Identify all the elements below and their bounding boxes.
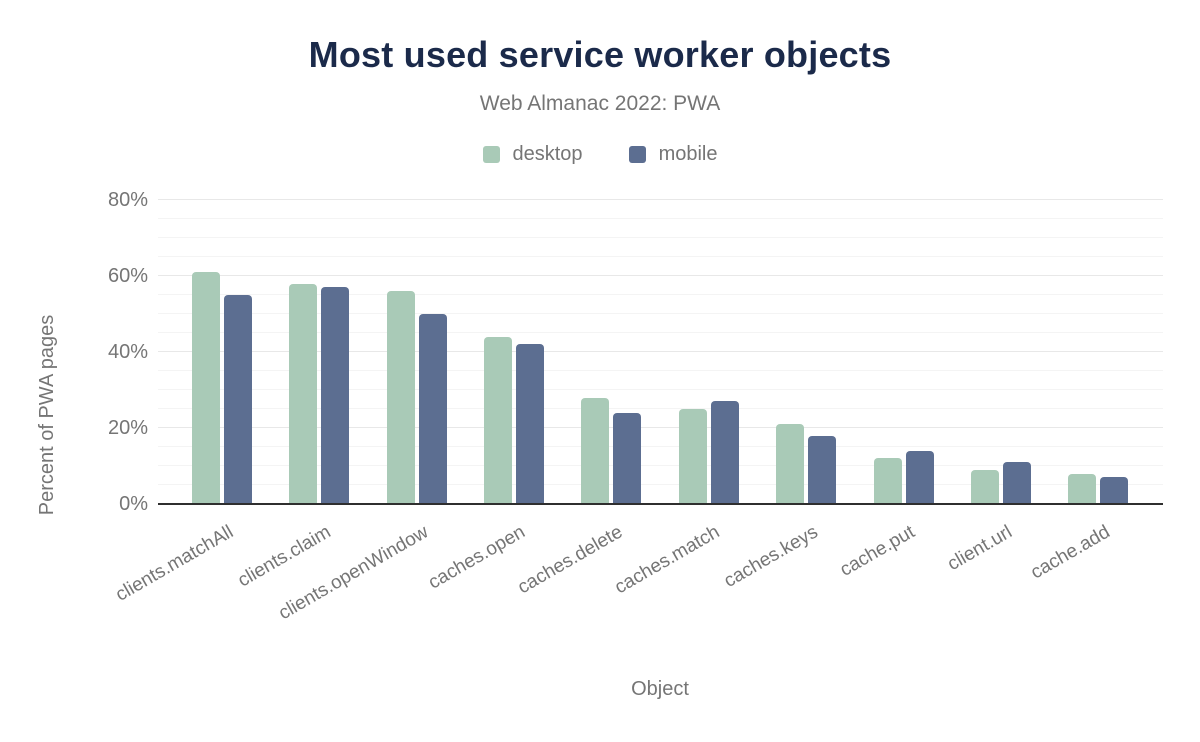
gridline-minor bbox=[158, 237, 1163, 238]
y-tick-label: 80% bbox=[107, 189, 148, 211]
y-tick-label: 0% bbox=[119, 493, 148, 515]
chart-legend: desktop mobile bbox=[0, 143, 1200, 166]
gridline-major bbox=[158, 199, 1163, 200]
bar-mobile-clients.claim[interactable] bbox=[321, 287, 350, 504]
x-tick-label-client.url: client.url bbox=[944, 521, 1016, 576]
gridline-minor bbox=[158, 408, 1163, 409]
gridline-minor bbox=[158, 294, 1163, 295]
bar-mobile-caches.open[interactable] bbox=[515, 344, 544, 504]
gridline-minor bbox=[158, 370, 1163, 371]
bar-mobile-caches.delete[interactable] bbox=[613, 412, 642, 504]
bar-desktop-caches.match[interactable] bbox=[678, 409, 707, 504]
bar-group-clients.claim bbox=[289, 283, 350, 504]
legend-label-mobile: mobile bbox=[658, 143, 718, 165]
bar-desktop-caches.delete[interactable] bbox=[581, 397, 610, 504]
bar-desktop-clients.openWindow[interactable] bbox=[386, 291, 415, 504]
gridline-minor bbox=[158, 218, 1163, 219]
bar-desktop-cache.put[interactable] bbox=[873, 458, 902, 504]
gridline-minor bbox=[158, 256, 1163, 257]
gridline-minor bbox=[158, 332, 1163, 333]
bar-group-caches.keys bbox=[776, 424, 837, 504]
legend-item-desktop: desktop bbox=[482, 143, 583, 166]
chart-subtitle: Web Almanac 2022: PWA bbox=[479, 92, 721, 115]
chart-title: Most used service worker objects bbox=[308, 34, 892, 75]
plot-area bbox=[158, 199, 1163, 505]
bar-desktop-cache.add[interactable] bbox=[1068, 473, 1097, 504]
bar-mobile-clients.openWindow[interactable] bbox=[418, 314, 447, 504]
x-tick-label-caches.match: caches.match bbox=[611, 521, 724, 599]
bar-mobile-client.url[interactable] bbox=[1002, 462, 1031, 504]
bar-group-cache.put bbox=[873, 450, 934, 504]
gridline-minor bbox=[158, 389, 1163, 390]
x-tick-label-clients.matchAll: clients.matchAll bbox=[111, 521, 237, 606]
legend-label-desktop: desktop bbox=[512, 143, 583, 165]
x-tick-label-caches.keys: caches.keys bbox=[720, 521, 822, 592]
bar-group-client.url bbox=[970, 462, 1031, 504]
bar-desktop-caches.open[interactable] bbox=[483, 336, 512, 504]
x-axis-title: Object bbox=[631, 678, 689, 700]
gridline-major bbox=[158, 351, 1163, 352]
x-tick-label-caches.open: caches.open bbox=[425, 521, 529, 594]
gridline-minor bbox=[158, 313, 1163, 314]
bar-mobile-cache.add[interactable] bbox=[1100, 477, 1129, 504]
x-tick-label-cache.put: cache.put bbox=[836, 521, 919, 581]
gridline-minor bbox=[158, 465, 1163, 466]
bar-desktop-client.url[interactable] bbox=[970, 469, 999, 504]
bar-group-caches.open bbox=[483, 336, 544, 504]
bar-desktop-clients.claim[interactable] bbox=[289, 283, 318, 504]
bar-mobile-caches.match[interactable] bbox=[710, 401, 739, 504]
gridline-major bbox=[158, 427, 1163, 428]
bar-mobile-cache.put[interactable] bbox=[905, 450, 934, 504]
bar-group-caches.delete bbox=[581, 397, 642, 504]
bar-mobile-caches.keys[interactable] bbox=[808, 435, 837, 504]
y-tick-label: 20% bbox=[107, 417, 148, 439]
bar-group-clients.matchAll bbox=[191, 272, 252, 504]
bar-group-caches.match bbox=[678, 401, 739, 504]
gridline-major bbox=[158, 275, 1163, 276]
y-axis-title: Percent of PWA pages bbox=[36, 314, 58, 516]
bar-group-cache.add bbox=[1068, 473, 1129, 504]
bar-group-clients.openWindow bbox=[386, 291, 447, 504]
x-tick-label-cache.add: cache.add bbox=[1026, 521, 1114, 584]
y-tick-label: 40% bbox=[107, 341, 148, 363]
y-tick-label: 60% bbox=[107, 265, 148, 287]
desktop-swatch-icon bbox=[482, 146, 500, 163]
bar-mobile-clients.matchAll[interactable] bbox=[223, 295, 252, 504]
bar-desktop-clients.matchAll[interactable] bbox=[191, 272, 220, 504]
mobile-swatch-icon bbox=[628, 146, 646, 163]
legend-item-mobile: mobile bbox=[628, 143, 718, 166]
x-axis-line bbox=[158, 503, 1163, 505]
x-tick-label-caches.delete: caches.delete bbox=[514, 521, 627, 599]
gridline-minor bbox=[158, 446, 1163, 447]
gridline-minor bbox=[158, 484, 1163, 485]
bar-desktop-caches.keys[interactable] bbox=[776, 424, 805, 504]
